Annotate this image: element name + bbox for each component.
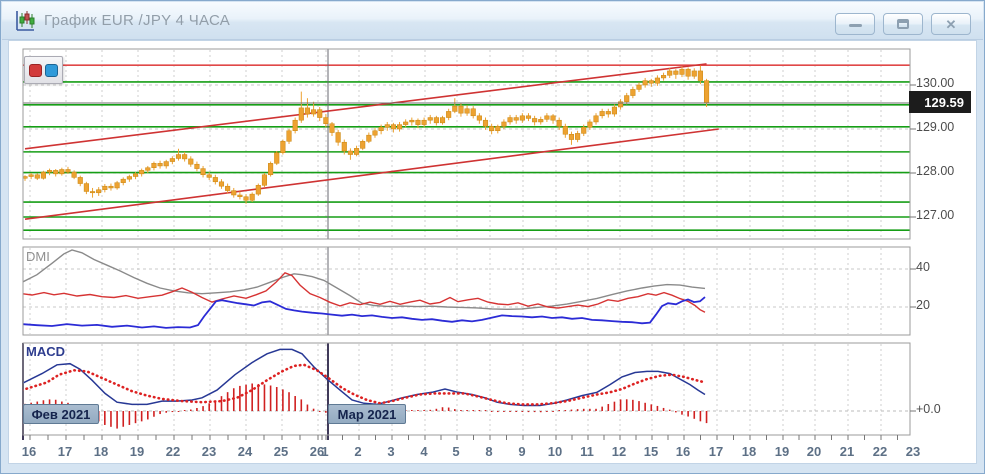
window-controls: ✕ bbox=[835, 13, 971, 35]
macd-panel-border bbox=[22, 342, 911, 436]
main-chart-panel-border bbox=[22, 48, 911, 240]
candlestick-chart-icon bbox=[14, 9, 36, 33]
chart-canvas[interactable] bbox=[9, 41, 980, 467]
blue-marker-button[interactable] bbox=[45, 63, 58, 77]
signal-line bbox=[23, 363, 707, 406]
minimize-icon bbox=[848, 23, 862, 27]
restore-icon bbox=[897, 19, 909, 29]
dmi-panel-border bbox=[22, 246, 911, 336]
restore-button[interactable] bbox=[883, 13, 923, 35]
title-bar[interactable]: График EUR /JPY 4 ЧАСА ✕ bbox=[2, 2, 983, 40]
trendlines bbox=[24, 63, 719, 220]
main-chart-panel-background bbox=[23, 49, 910, 239]
candles-series bbox=[23, 65, 710, 204]
minus-di-line bbox=[23, 296, 706, 329]
red-marker-button[interactable] bbox=[29, 63, 42, 77]
upper-trendline bbox=[24, 63, 707, 150]
green-level-lines bbox=[23, 81, 910, 231]
chart-client-area bbox=[8, 40, 977, 464]
adx-line bbox=[23, 249, 706, 311]
close-button[interactable]: ✕ bbox=[931, 13, 971, 35]
plus-di-line bbox=[23, 271, 706, 313]
lower-trendline bbox=[24, 128, 719, 220]
chart-toolbar bbox=[24, 56, 63, 84]
macd-panel-background bbox=[23, 343, 910, 435]
window-title: График EUR /JPY 4 ЧАСА bbox=[44, 12, 231, 29]
minimize-button[interactable] bbox=[835, 13, 875, 35]
dmi-panel-background bbox=[23, 247, 910, 335]
close-icon: ✕ bbox=[945, 16, 957, 32]
axis-ticks bbox=[29, 84, 916, 440]
